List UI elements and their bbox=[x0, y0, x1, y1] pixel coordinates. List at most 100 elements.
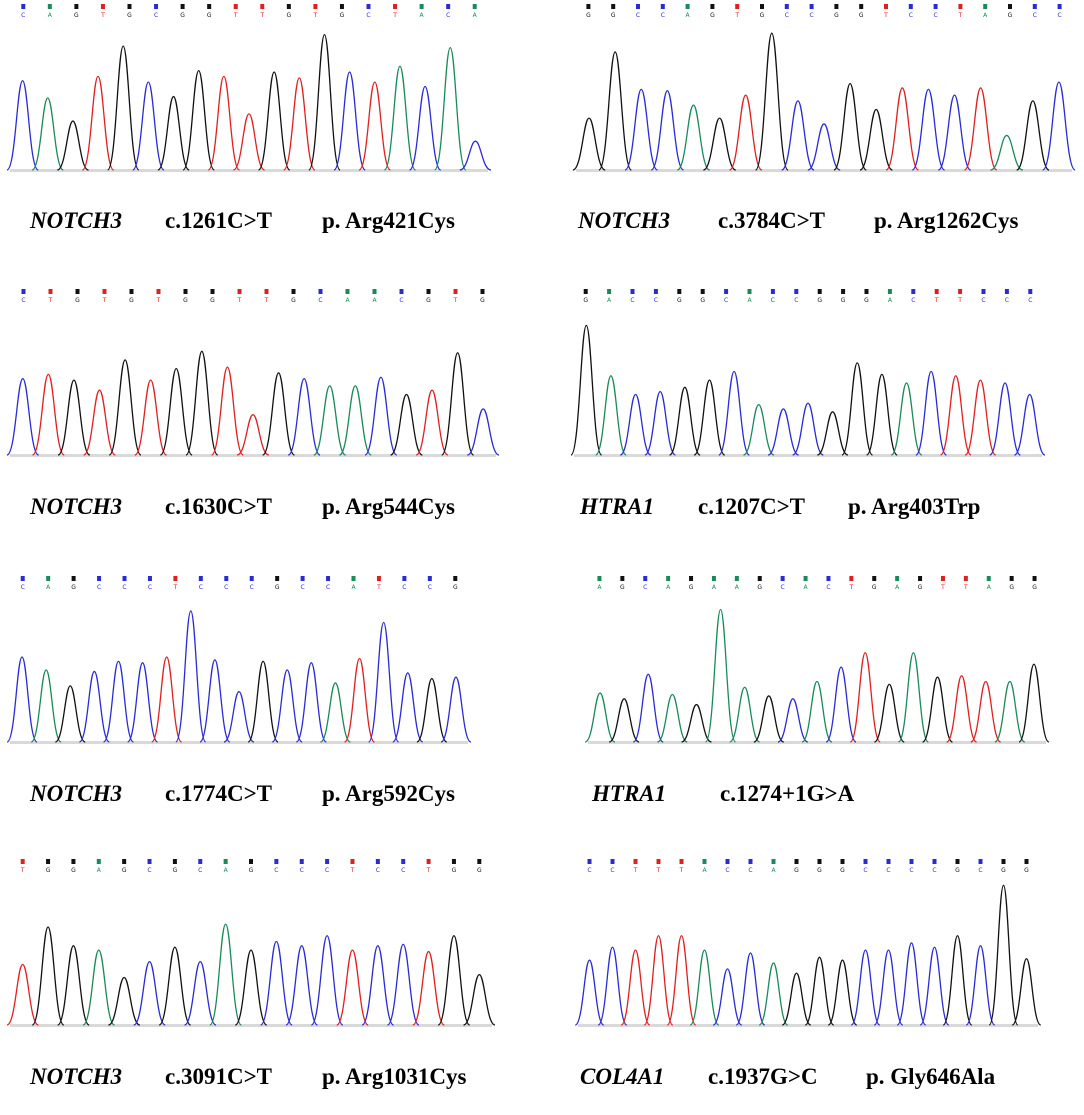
chromatogram-peak bbox=[260, 940, 293, 1026]
base-call-letter: A bbox=[702, 867, 707, 874]
base-call-marker bbox=[102, 289, 107, 294]
base-call-letter: A bbox=[771, 867, 776, 874]
base-call-letter: A bbox=[345, 297, 350, 304]
baseline bbox=[10, 169, 488, 172]
base-call-letter: T bbox=[849, 584, 854, 591]
base-call-letter: G bbox=[129, 297, 134, 304]
chromatogram-peak bbox=[106, 45, 140, 171]
base-call-letter: A bbox=[888, 297, 893, 304]
chromatogram-peak bbox=[896, 942, 927, 1026]
base-call-letter: A bbox=[372, 297, 377, 304]
chromatogram-peak bbox=[1013, 393, 1046, 456]
base-call-marker bbox=[826, 576, 831, 581]
base-call-marker bbox=[841, 289, 846, 294]
chromatogram-peak bbox=[676, 104, 711, 171]
base-call-letter: G bbox=[477, 867, 482, 874]
chromatogram-peak bbox=[781, 972, 812, 1026]
base-call-letter: C bbox=[643, 584, 647, 591]
chromatogram-peak bbox=[209, 923, 242, 1026]
base-call-marker bbox=[872, 576, 877, 581]
base-call-marker bbox=[911, 289, 916, 294]
base-call-letter: C bbox=[661, 12, 665, 19]
chromatogram-peak bbox=[368, 621, 400, 743]
base-call-letter: G bbox=[453, 584, 458, 591]
base-call-letter: A bbox=[224, 867, 229, 874]
chromatogram-peak bbox=[827, 959, 858, 1026]
chromatogram-peak bbox=[6, 963, 40, 1026]
base-call-letter: T bbox=[156, 297, 161, 304]
chromatogram-peak bbox=[849, 652, 881, 743]
protein-change: p. Arg403Trp bbox=[848, 494, 981, 519]
chromatogram-peak bbox=[440, 676, 472, 743]
base-call-letter: G bbox=[452, 867, 457, 874]
chromatogram-peak bbox=[666, 935, 697, 1026]
base-call-marker bbox=[748, 859, 753, 864]
base-call-marker bbox=[983, 4, 988, 9]
chromatogram-peak bbox=[963, 87, 998, 171]
base-call-letter: T bbox=[656, 867, 661, 874]
base-call-marker bbox=[610, 859, 615, 864]
chromatogram-peak bbox=[81, 75, 115, 171]
base-call-letter: G bbox=[760, 12, 765, 19]
chromatogram-peak bbox=[175, 610, 207, 743]
base-call-marker bbox=[978, 859, 983, 864]
base-call-marker bbox=[419, 4, 424, 9]
chromatogram-peak bbox=[988, 884, 1019, 1026]
variant-caption: HTRA1 c.1207C>T p. Arg403Trp bbox=[580, 494, 1060, 524]
chromatogram-peak bbox=[597, 946, 628, 1026]
base-call-letter: C bbox=[318, 297, 322, 304]
chromatogram-peak bbox=[234, 949, 268, 1026]
base-call-letter: C bbox=[911, 297, 915, 304]
base-call-marker bbox=[780, 576, 785, 581]
base-call-marker bbox=[653, 289, 658, 294]
base-call-marker bbox=[122, 859, 127, 864]
base-call-marker bbox=[402, 576, 407, 581]
base-call-marker bbox=[794, 859, 799, 864]
base-call-marker bbox=[172, 859, 177, 864]
base-call-letter: C bbox=[909, 867, 913, 874]
chromatogram-peak bbox=[336, 949, 369, 1026]
base-call-letter: A bbox=[666, 584, 671, 591]
chromatogram-peak bbox=[885, 87, 920, 171]
base-call-letter: C bbox=[809, 12, 813, 19]
base-call-letter: T bbox=[100, 12, 105, 19]
chromatogram-peak bbox=[389, 393, 423, 456]
chromatogram-peak bbox=[262, 372, 296, 456]
base-call-marker bbox=[74, 4, 79, 9]
chromatogram-peak bbox=[807, 123, 841, 171]
base-call-letter: G bbox=[794, 867, 799, 874]
base-call-letter: C bbox=[1005, 297, 1009, 304]
base-call-letter: C bbox=[446, 12, 450, 19]
chromatogram-peak bbox=[467, 408, 500, 456]
chromatogram-peak bbox=[624, 88, 659, 171]
base-call-letter: C bbox=[725, 867, 729, 874]
base-call-letter: C bbox=[636, 12, 640, 19]
base-call-marker bbox=[958, 4, 963, 9]
base-call-letter: G bbox=[859, 12, 864, 19]
base-call-marker bbox=[859, 4, 864, 9]
base-call-marker bbox=[817, 859, 822, 864]
base-call-marker bbox=[372, 289, 377, 294]
base-call-letter: G bbox=[426, 297, 431, 304]
base-call-marker bbox=[129, 289, 134, 294]
base-call-marker bbox=[446, 4, 451, 9]
chromatogram-peak bbox=[781, 100, 815, 171]
base-call-marker bbox=[771, 859, 776, 864]
base-call-marker bbox=[154, 4, 159, 9]
chromatogram-peak bbox=[83, 389, 117, 456]
protein-change: p. Arg544Cys bbox=[322, 494, 455, 519]
variant-caption: NOTCH3 c.1630C>T p. Arg544Cys bbox=[30, 494, 510, 524]
base-call-marker bbox=[249, 859, 253, 864]
base-call-marker bbox=[724, 289, 729, 294]
chromatogram-peak bbox=[915, 370, 948, 456]
base-call-marker bbox=[908, 4, 913, 9]
base-call-letter: G bbox=[122, 867, 127, 874]
chromatogram-peak bbox=[890, 382, 923, 456]
base-call-letter: A bbox=[351, 584, 356, 591]
base-call-letter: T bbox=[734, 12, 739, 19]
base-call-letter: A bbox=[987, 584, 992, 591]
chromatogram-peak bbox=[383, 65, 417, 171]
chromatogram-peak bbox=[859, 108, 894, 171]
